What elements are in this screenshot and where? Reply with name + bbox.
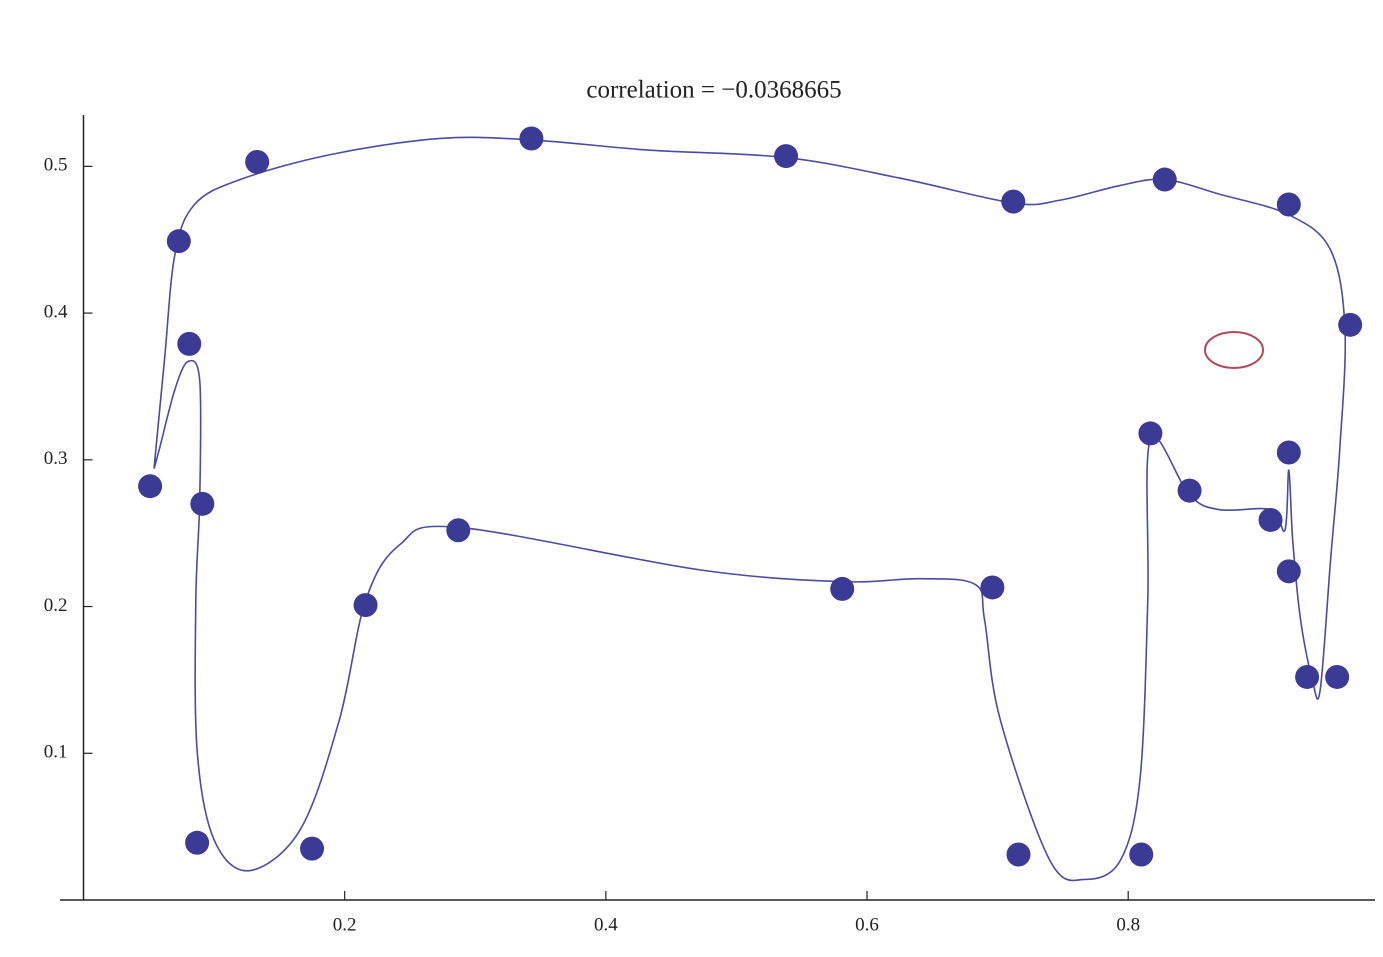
eye bbox=[1204, 331, 1264, 369]
point bbox=[1258, 507, 1283, 532]
chart-title: correlation = −0.0368665 bbox=[586, 77, 841, 104]
point bbox=[1295, 664, 1320, 689]
point bbox=[138, 474, 163, 499]
x-tick-label: 0.6 bbox=[855, 914, 879, 935]
point bbox=[190, 491, 215, 516]
y-tick-label: 0.3 bbox=[44, 448, 68, 469]
point bbox=[177, 331, 202, 356]
point bbox=[1129, 842, 1154, 867]
point bbox=[446, 518, 471, 543]
y-tick-label: 0.2 bbox=[44, 595, 68, 616]
x-tick-label: 0.4 bbox=[594, 914, 618, 935]
point bbox=[1152, 167, 1177, 192]
point bbox=[300, 836, 325, 861]
curve bbox=[153, 136, 1347, 882]
point bbox=[980, 575, 1005, 600]
x-tick-label: 0.8 bbox=[1116, 914, 1140, 935]
point bbox=[185, 830, 210, 855]
point bbox=[519, 126, 544, 151]
point bbox=[1177, 478, 1202, 503]
point bbox=[245, 149, 270, 174]
point bbox=[353, 593, 378, 618]
y-tick-label: 0.4 bbox=[44, 301, 68, 322]
point bbox=[830, 576, 855, 601]
point bbox=[1276, 440, 1301, 465]
point bbox=[1325, 664, 1350, 689]
point bbox=[1006, 842, 1031, 867]
y-tick-label: 0.1 bbox=[44, 742, 68, 763]
point bbox=[1338, 312, 1363, 337]
point bbox=[774, 144, 799, 169]
point bbox=[1276, 559, 1301, 584]
point bbox=[1001, 189, 1026, 214]
point bbox=[1138, 421, 1163, 446]
point bbox=[1276, 192, 1301, 217]
x-tick-label: 0.2 bbox=[333, 914, 357, 935]
point bbox=[166, 229, 191, 254]
y-tick-label: 0.5 bbox=[44, 155, 68, 176]
